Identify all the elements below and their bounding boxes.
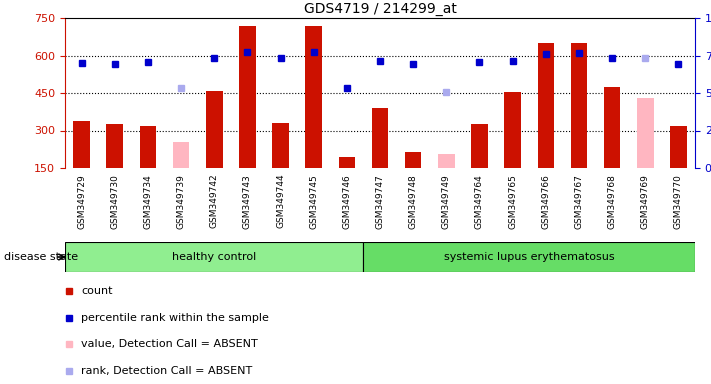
Bar bbox=[272, 123, 289, 168]
Bar bbox=[363, 242, 695, 272]
Text: GSM349746: GSM349746 bbox=[342, 174, 351, 228]
Text: rank, Detection Call = ABSENT: rank, Detection Call = ABSENT bbox=[81, 366, 252, 376]
Text: GSM349764: GSM349764 bbox=[475, 174, 484, 228]
Bar bbox=[306, 25, 322, 168]
Text: GSM349767: GSM349767 bbox=[574, 174, 584, 228]
Text: GSM349749: GSM349749 bbox=[442, 174, 451, 228]
Bar bbox=[504, 92, 521, 168]
Text: GSM349766: GSM349766 bbox=[541, 174, 550, 228]
Bar bbox=[239, 25, 256, 168]
Text: GSM349734: GSM349734 bbox=[144, 174, 152, 228]
Bar bbox=[206, 91, 223, 168]
Text: GSM349770: GSM349770 bbox=[674, 174, 683, 228]
Bar bbox=[338, 157, 355, 168]
Text: GSM349748: GSM349748 bbox=[409, 174, 417, 228]
Bar bbox=[637, 98, 653, 168]
Bar bbox=[538, 43, 554, 168]
Bar bbox=[604, 87, 621, 168]
Text: GSM349742: GSM349742 bbox=[210, 174, 219, 228]
Bar bbox=[139, 126, 156, 168]
Text: percentile rank within the sample: percentile rank within the sample bbox=[81, 313, 269, 323]
Text: GSM349730: GSM349730 bbox=[110, 174, 119, 228]
Bar bbox=[73, 121, 90, 168]
Bar bbox=[571, 43, 587, 168]
Text: GSM349747: GSM349747 bbox=[375, 174, 385, 228]
Text: disease state: disease state bbox=[4, 252, 77, 262]
Text: GSM349743: GSM349743 bbox=[243, 174, 252, 228]
Text: GSM349745: GSM349745 bbox=[309, 174, 319, 228]
Text: GSM349744: GSM349744 bbox=[276, 174, 285, 228]
Bar bbox=[471, 124, 488, 168]
Text: GSM349739: GSM349739 bbox=[176, 174, 186, 228]
Bar bbox=[173, 142, 189, 168]
Text: GSM349768: GSM349768 bbox=[608, 174, 616, 228]
Bar bbox=[438, 154, 454, 168]
Text: GDS4719 / 214299_at: GDS4719 / 214299_at bbox=[304, 2, 456, 16]
Bar bbox=[107, 124, 123, 168]
Text: GSM349729: GSM349729 bbox=[77, 174, 86, 228]
Bar bbox=[372, 108, 388, 168]
Text: GSM349765: GSM349765 bbox=[508, 174, 517, 228]
Text: systemic lupus erythematosus: systemic lupus erythematosus bbox=[444, 252, 614, 262]
Text: healthy control: healthy control bbox=[172, 252, 257, 262]
Bar bbox=[405, 152, 422, 168]
Bar bbox=[65, 242, 363, 272]
Text: count: count bbox=[81, 286, 112, 296]
Bar bbox=[670, 126, 687, 168]
Text: value, Detection Call = ABSENT: value, Detection Call = ABSENT bbox=[81, 339, 258, 349]
Text: GSM349769: GSM349769 bbox=[641, 174, 650, 228]
